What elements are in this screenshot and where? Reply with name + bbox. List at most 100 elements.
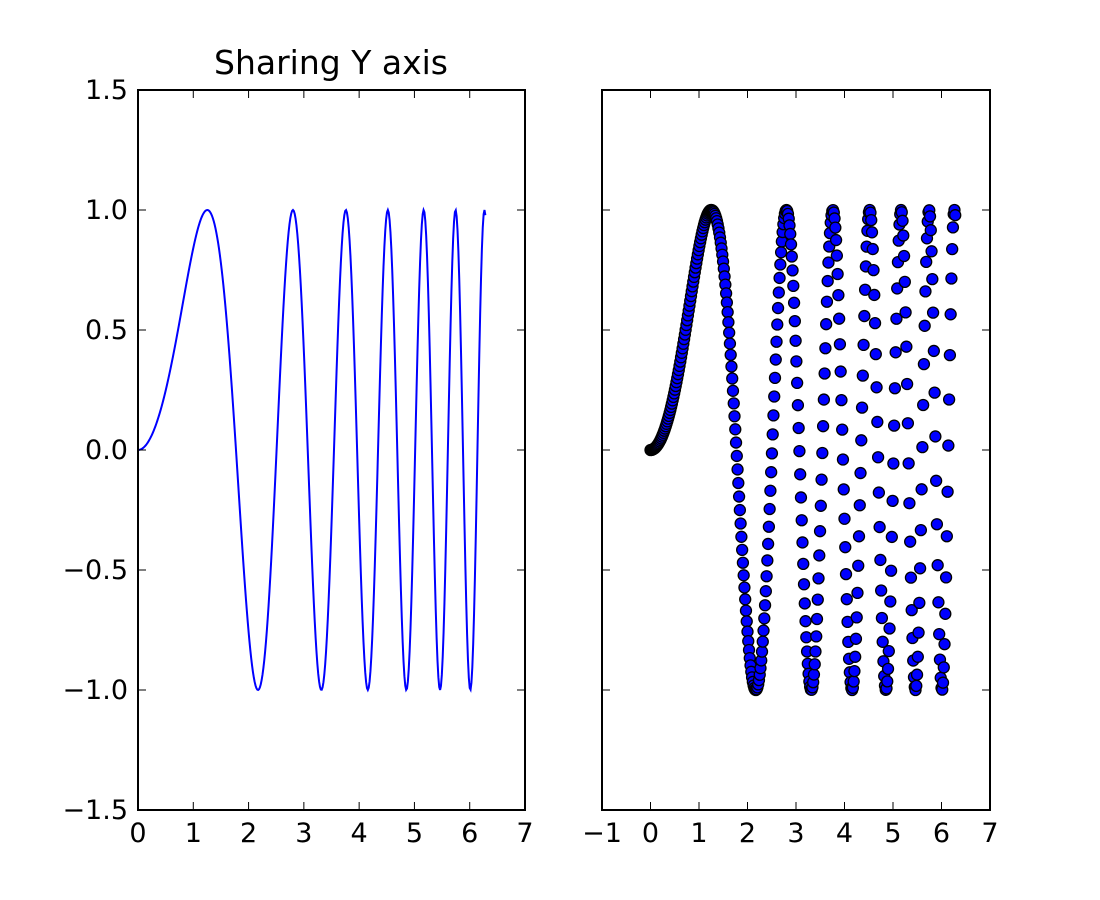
scatter-point — [847, 675, 860, 688]
scatter-point — [896, 214, 909, 227]
scatter-point — [808, 658, 821, 671]
scatter-point — [762, 520, 776, 533]
scatter-point — [788, 314, 801, 328]
scatter-point — [838, 512, 851, 525]
scatter-point — [815, 473, 828, 486]
scatter-point — [811, 593, 824, 606]
x-tick-label: 0 — [642, 818, 659, 849]
scatter-point — [726, 384, 740, 397]
scatter-point — [888, 382, 902, 395]
scatter-point — [870, 381, 883, 394]
scatter-point — [729, 423, 742, 436]
scatter-point — [761, 537, 775, 551]
scatter-point — [729, 436, 743, 449]
left-axes-frame — [137, 89, 526, 811]
y-tick-label: 0.0 — [85, 435, 128, 466]
scatter-point — [739, 593, 752, 606]
scatter-point — [897, 249, 911, 263]
scatter-point — [858, 309, 871, 323]
scatter-point — [855, 434, 868, 447]
scatter-point — [768, 371, 782, 385]
scatter-point — [923, 210, 937, 223]
scatter-point — [731, 463, 744, 476]
scatter-point — [820, 318, 833, 331]
scatter-point — [849, 650, 862, 663]
scatter-point — [790, 355, 803, 368]
scatter-point — [835, 393, 848, 407]
scatter-point — [738, 581, 751, 594]
scatter-point — [769, 353, 782, 366]
scatter-point — [786, 264, 799, 277]
scatter-point — [920, 255, 933, 269]
x-tick-label: −1 — [582, 818, 622, 849]
scatter-point — [798, 597, 811, 610]
scatter-point — [874, 553, 887, 567]
scatter-point — [910, 668, 924, 681]
scatter-point — [736, 556, 750, 569]
x-tick-label: 6 — [461, 818, 478, 849]
scatter-point — [735, 530, 748, 543]
scatter-point — [883, 622, 896, 635]
scatter-point — [814, 499, 827, 512]
scatter-point — [796, 536, 809, 549]
scatter-point — [737, 569, 750, 582]
scatter-point — [807, 668, 821, 681]
left-plot-area — [137, 206, 487, 693]
scatter-point — [868, 316, 882, 330]
scatter-point — [758, 612, 771, 625]
scatter-point — [727, 397, 740, 410]
scatter-point — [816, 446, 829, 460]
scatter-point — [871, 415, 884, 429]
scatter-point — [763, 502, 776, 516]
scatter-point — [938, 638, 951, 651]
scatter-point — [853, 499, 866, 512]
scatter-point — [852, 559, 865, 572]
y-tick-label: −1.0 — [62, 675, 128, 706]
scatter-point — [813, 525, 827, 538]
x-tick-label: 7 — [516, 818, 533, 849]
scatter-point — [928, 386, 941, 399]
scatter-point — [723, 326, 736, 339]
scatter-point — [911, 650, 924, 663]
scatter-point — [818, 367, 831, 380]
scatter-point — [764, 484, 777, 497]
scatter-point — [856, 369, 869, 382]
scatter-point — [739, 604, 753, 617]
scatter-point — [819, 342, 832, 355]
scatter-point — [887, 419, 901, 432]
scatter-point — [728, 410, 741, 423]
scatter-point — [724, 348, 737, 362]
scatter-point — [756, 635, 769, 648]
x-tick-label: 1 — [690, 818, 707, 849]
scatter-point — [765, 466, 778, 479]
x-tick-label: 5 — [406, 818, 423, 849]
scatter-point — [797, 557, 810, 571]
scatter-point — [941, 485, 954, 498]
scatter-point — [885, 530, 898, 544]
x-tick-label: 5 — [884, 818, 901, 849]
scatter-point — [876, 635, 889, 648]
scatter-point — [897, 229, 910, 242]
scatter-point — [758, 599, 772, 612]
x-tick-label: 4 — [836, 818, 853, 849]
x-tick-label: 6 — [933, 818, 950, 849]
scatter-point — [882, 644, 895, 658]
scatter-point — [795, 514, 808, 527]
scatter-point — [884, 564, 898, 577]
scatter-point — [855, 401, 869, 414]
scatter-point — [929, 430, 942, 443]
scatter-point — [913, 562, 927, 575]
scatter-point — [873, 520, 886, 534]
scatter-point — [822, 256, 835, 269]
scatter-point — [722, 316, 735, 329]
scatter-point — [792, 421, 805, 435]
scatter-point — [761, 554, 774, 567]
scatter-point — [794, 468, 807, 481]
y-tick-label: 0.5 — [85, 315, 128, 346]
scatter-point — [774, 258, 787, 271]
scatter-point — [898, 275, 911, 289]
scatter-point — [913, 596, 926, 609]
scatter-point — [865, 226, 879, 239]
scatter-point — [771, 318, 784, 331]
